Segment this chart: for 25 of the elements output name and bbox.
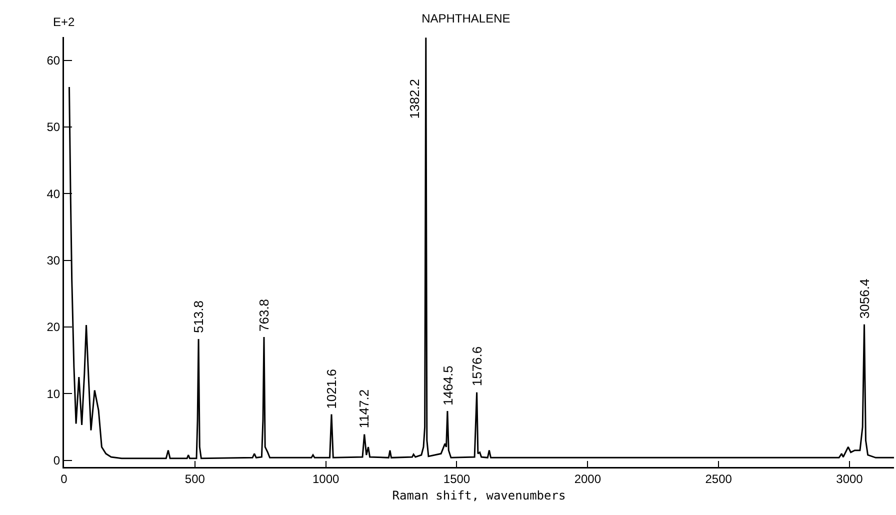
- y-tick-label: 20: [46, 320, 60, 334]
- x-axis-title: Raman shift, wavenumbers: [392, 488, 566, 503]
- x-tick-label: 3000: [836, 472, 864, 486]
- annotation: 1576.6: [469, 346, 484, 386]
- x-tick-label: 1000: [312, 472, 340, 486]
- annotation: 3056.4: [856, 278, 872, 319]
- annotation: 763.8: [256, 298, 272, 332]
- line-series: [68, 37, 894, 460]
- annotation: 513.8: [191, 300, 206, 334]
- annotation: 1382.2: [407, 78, 422, 119]
- x-tick-label: 2500: [705, 472, 732, 486]
- annotation: 1147.2: [356, 389, 372, 428]
- y-tick-label: 50: [46, 120, 60, 134]
- text: E+2: [53, 15, 76, 29]
- annotation: 1021.6: [324, 369, 340, 409]
- x-tick-label: 500: [184, 472, 206, 486]
- x-tick-label: 2000: [574, 472, 602, 486]
- y-tick-label: 60: [46, 54, 60, 68]
- y-tick-label: 40: [46, 186, 60, 201]
- y-tick-label: 0: [53, 454, 60, 468]
- x-tick-label: 1500: [443, 472, 470, 486]
- y-tick-label: 10: [46, 386, 60, 401]
- annotation: 1464.5: [440, 366, 456, 406]
- y-tick-label: 30: [46, 254, 60, 268]
- chart-title: NAPHTHALENE: [422, 11, 510, 26]
